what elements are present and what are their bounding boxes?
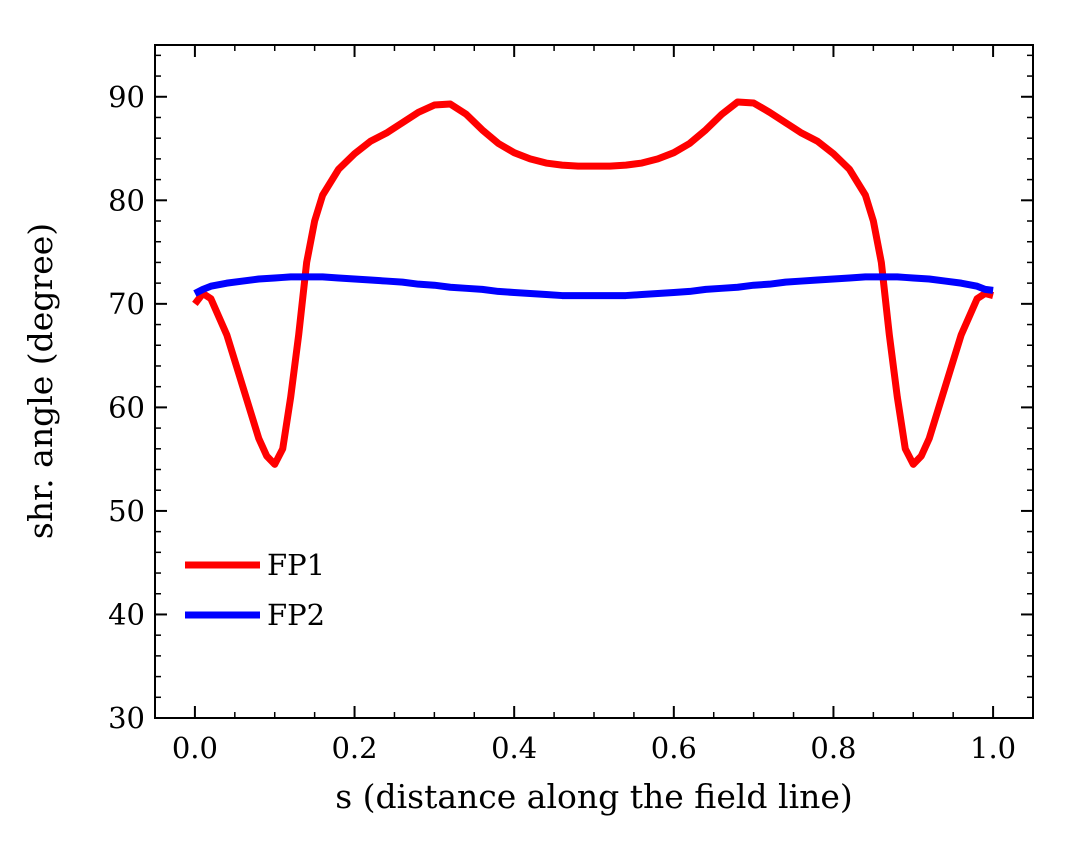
y-tick-label: 40 bbox=[108, 597, 145, 631]
y-tick-label: 50 bbox=[108, 494, 145, 528]
y-tick-label: 30 bbox=[108, 701, 145, 735]
y-tick-label: 80 bbox=[108, 183, 145, 217]
y-axis-label: shr. angle (degree) bbox=[21, 223, 60, 539]
x-axis-label: s (distance along the field line) bbox=[335, 777, 853, 816]
x-tick-label: 0.6 bbox=[651, 731, 697, 765]
x-tick-label: 0.0 bbox=[172, 731, 218, 765]
x-tick-label: 0.4 bbox=[491, 731, 537, 765]
x-tick-label: 0.8 bbox=[810, 731, 856, 765]
x-tick-label: 0.2 bbox=[331, 731, 377, 765]
y-tick-label: 70 bbox=[108, 287, 145, 321]
y-tick-label: 60 bbox=[108, 390, 145, 424]
x-tick-label: 1.0 bbox=[970, 731, 1016, 765]
legend-label: FP2 bbox=[267, 598, 325, 632]
legend-label: FP1 bbox=[267, 548, 325, 582]
line-fp1 bbox=[192, 98, 994, 468]
y-tick-label: 90 bbox=[108, 80, 145, 114]
line-fp2 bbox=[193, 273, 994, 300]
